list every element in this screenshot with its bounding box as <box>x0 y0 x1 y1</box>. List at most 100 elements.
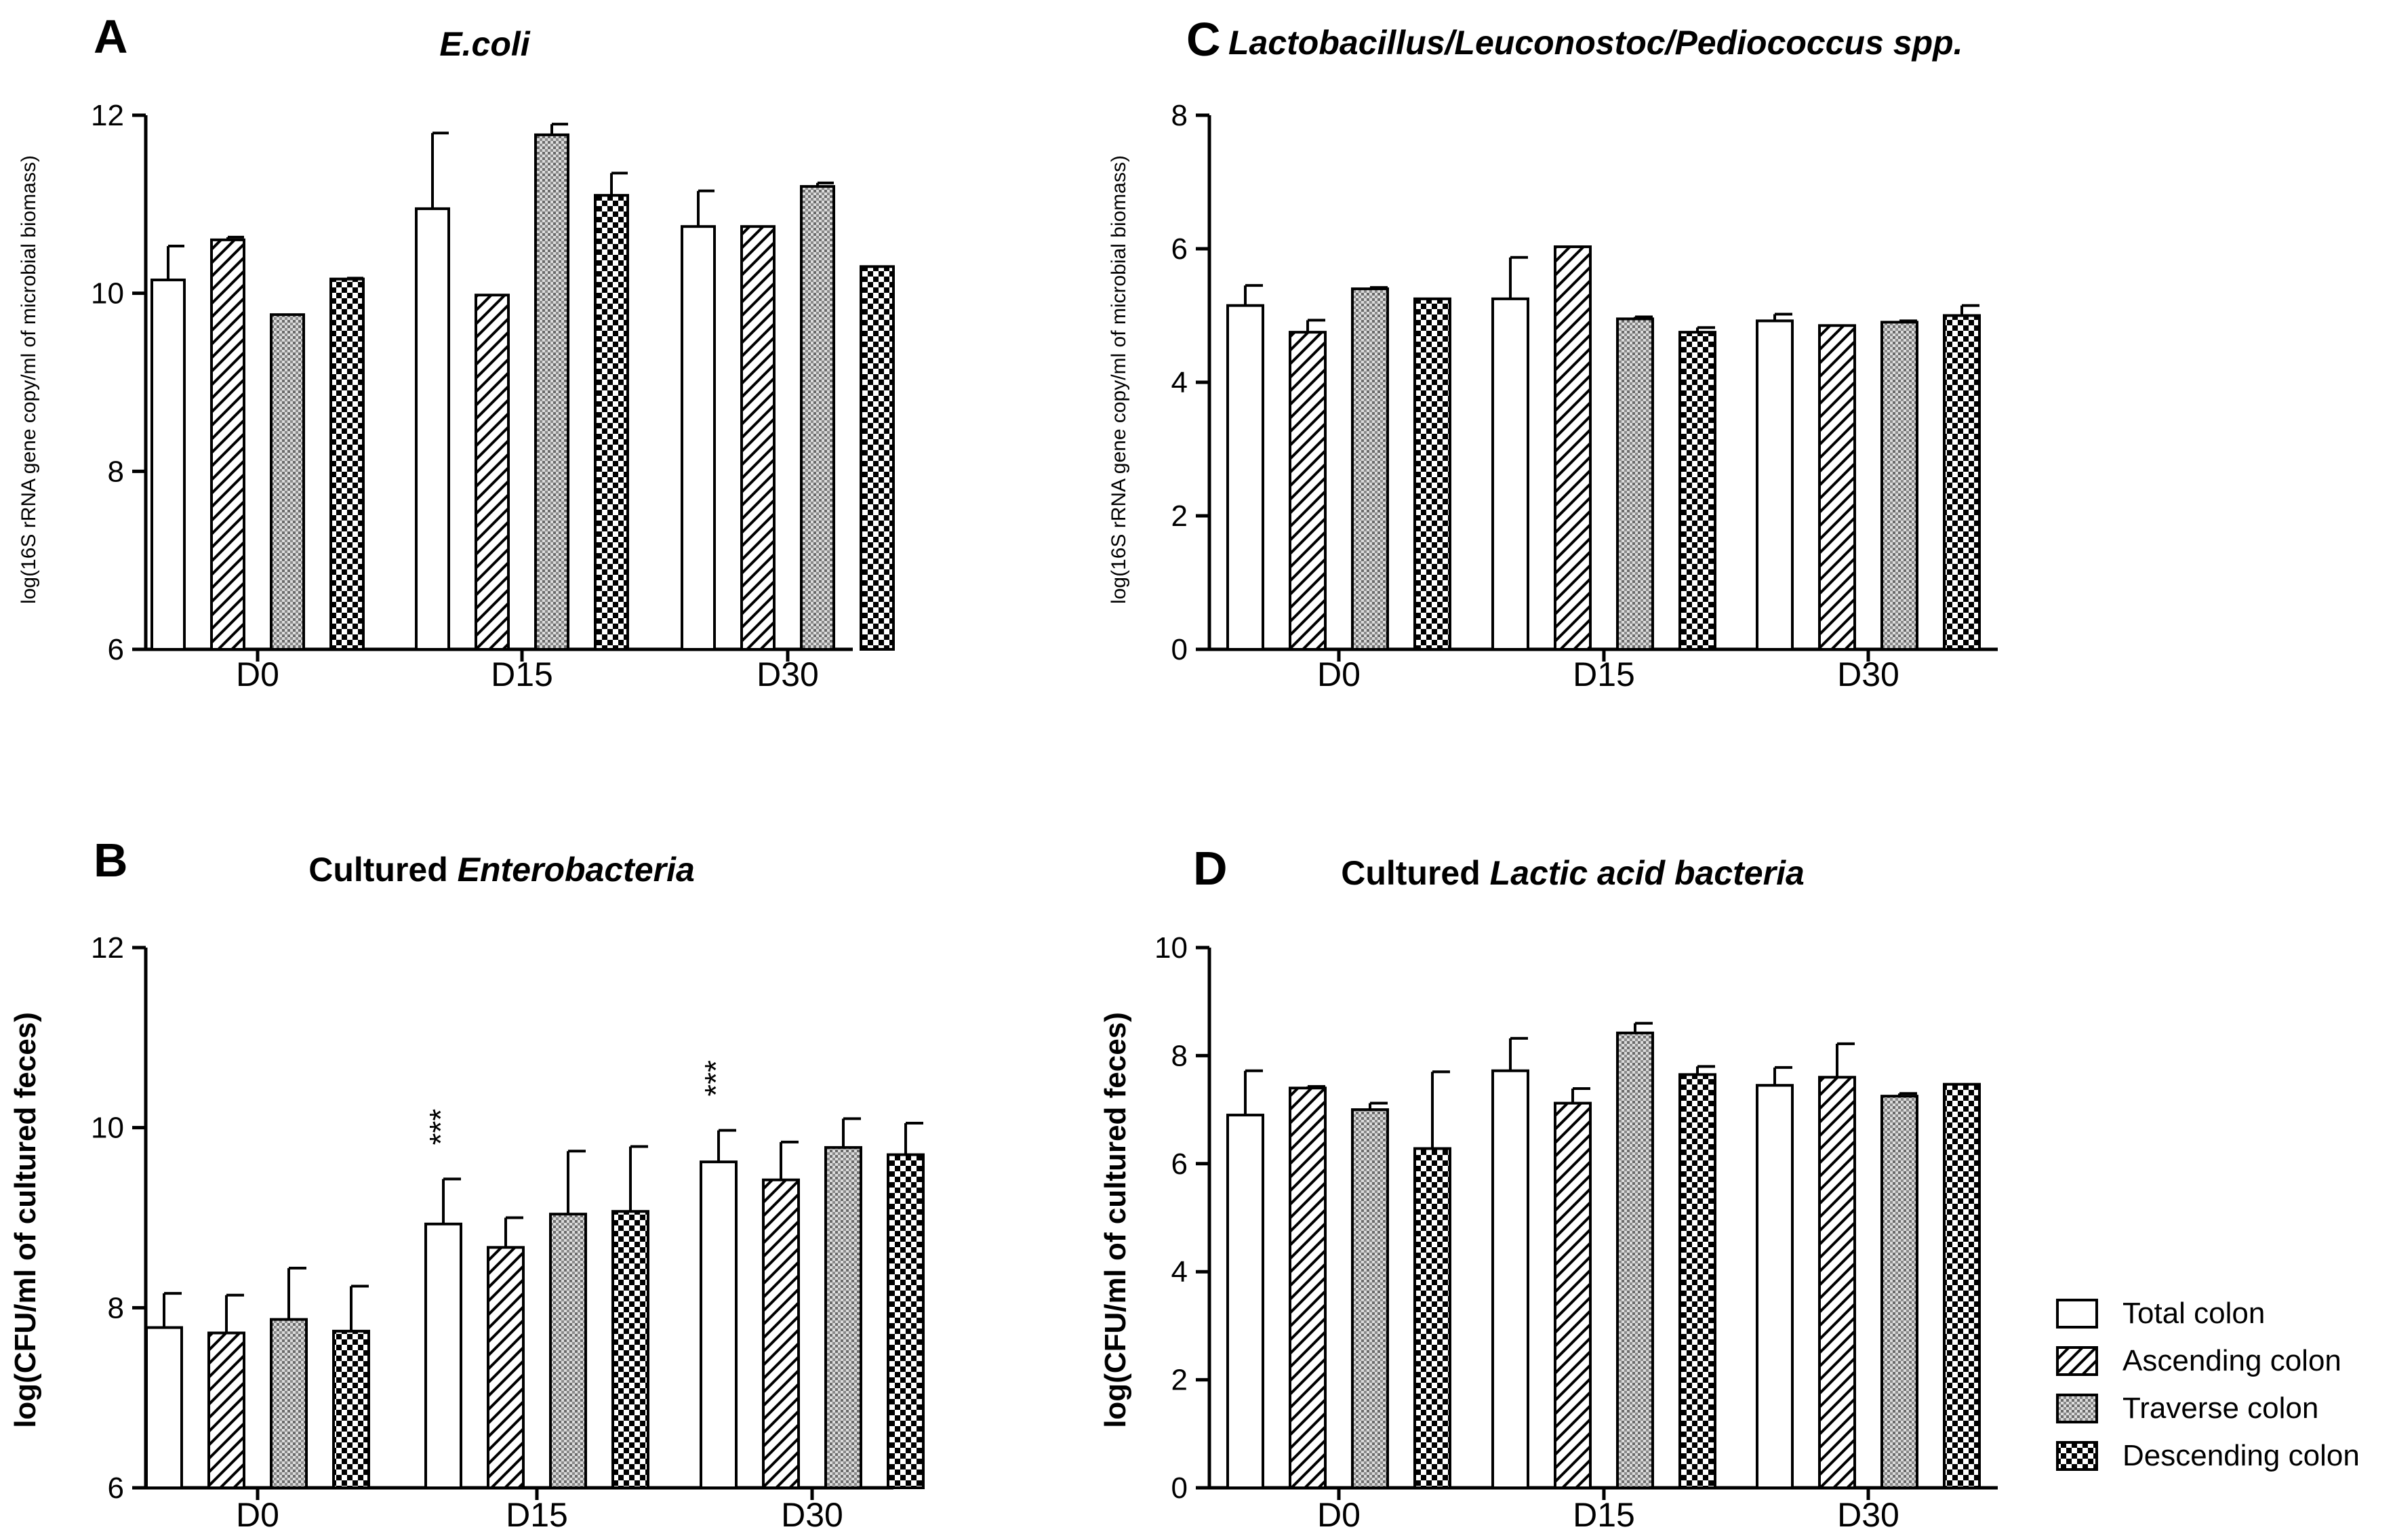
bar-descending-colon <box>332 1329 370 1489</box>
x-tick-label: D0 <box>1317 1496 1361 1534</box>
y-tick-label: 6 <box>108 633 124 666</box>
bar-ascending-colon <box>1554 1101 1592 1489</box>
legend-swatch <box>2056 1394 2098 1423</box>
bar-descending-colon <box>1413 1147 1451 1489</box>
bar-descending-colon <box>887 1153 925 1490</box>
significance-stars: *** <box>423 1109 458 1146</box>
chart-title: Cultured Lactic acid bacteria <box>1341 854 1805 892</box>
y-tick-label: 6 <box>108 1472 124 1505</box>
x-tick-label: D15 <box>1573 655 1635 693</box>
chart-panel-b: B Cultured Enterobacteria log(CFU/ml of cu… <box>9 834 925 1534</box>
x-tick-label: D15 <box>506 1496 568 1534</box>
bar-descending-colon <box>594 194 629 651</box>
x-tick-label: D0 <box>236 655 279 693</box>
x-tick-label: D0 <box>236 1496 279 1534</box>
bar-total-colon <box>424 1222 462 1489</box>
chart-title: E.coli <box>439 25 530 63</box>
x-tick-label: D15 <box>1573 1496 1635 1534</box>
chart-title: Cultured Enterobacteria <box>308 851 695 889</box>
x-tick-label: D15 <box>491 655 553 693</box>
chart-panel-a: A E.coli log(16S rRNA gene copy/ml of micr… <box>18 10 895 693</box>
y-tick-label: 4 <box>1171 1255 1188 1289</box>
bar-ascending-colon <box>1818 324 1856 651</box>
bar-ascending-colon <box>487 1246 525 1489</box>
bar-ascending-colon <box>475 293 510 651</box>
legend-label: Ascending colon <box>2122 1344 2341 1377</box>
legend-label: Descending colon <box>2122 1439 2360 1472</box>
bar-total-colon <box>1226 304 1264 651</box>
bar-total-colon <box>1491 297 1529 651</box>
bar-descending-colon <box>860 265 895 651</box>
bar-ascending-colon <box>207 1331 245 1489</box>
bar-traverse-colon <box>1880 1095 1918 1490</box>
y-axis-label: log(16S rRNA gene copy/ml of microbial b… <box>18 155 40 604</box>
bar-descending-colon <box>329 277 365 651</box>
bar-ascending-colon <box>762 1178 800 1489</box>
y-tick-label: 6 <box>1171 232 1188 266</box>
bar-total-colon <box>145 1326 183 1489</box>
y-tick-label: 8 <box>108 455 124 488</box>
y-tick-label: 10 <box>1154 931 1188 965</box>
bar-ascending-colon <box>210 238 245 651</box>
bar-traverse-colon <box>534 133 569 651</box>
legend-label: Traverse colon <box>2122 1392 2318 1425</box>
panel-letter: C <box>1186 13 1221 66</box>
y-tick-label: 8 <box>1171 1039 1188 1072</box>
bar-total-colon <box>1756 319 1794 651</box>
bar-ascending-colon <box>1554 245 1592 651</box>
y-tick-label: 0 <box>1171 1472 1188 1505</box>
y-tick-label: 10 <box>91 1112 124 1145</box>
bar-total-colon <box>1491 1069 1529 1489</box>
panel-letter: A <box>94 10 128 63</box>
bar-total-colon <box>1756 1084 1794 1489</box>
bar-descending-colon <box>1678 331 1716 651</box>
y-tick-label: 10 <box>91 277 124 310</box>
significance-stars: *** <box>698 1060 733 1097</box>
legend: Total colon Ascending colon Traverse colon… <box>2056 1297 2360 1472</box>
y-tick-label: 0 <box>1171 633 1188 666</box>
bar-traverse-colon <box>824 1146 862 1489</box>
bar-ascending-colon <box>1818 1076 1856 1489</box>
bar-total-colon <box>700 1160 738 1489</box>
x-tick-label: D30 <box>757 655 819 693</box>
bar-descending-colon <box>1943 1082 1981 1489</box>
bar-total-colon <box>150 278 186 651</box>
chart-title: Lactobacillus/Leuconostoc/Pediococcus sp… <box>1228 24 1963 62</box>
bar-traverse-colon <box>1351 1108 1389 1489</box>
legend-swatch <box>2056 1299 2098 1329</box>
y-tick-label: 2 <box>1171 500 1188 533</box>
y-tick-label: 8 <box>1171 99 1188 132</box>
legend-label: Total colon <box>2122 1297 2265 1330</box>
y-tick-label: 8 <box>108 1291 124 1324</box>
y-tick-label: 12 <box>91 99 124 132</box>
x-tick-label: D30 <box>1837 1496 1899 1534</box>
bar-ascending-colon <box>1289 1087 1327 1489</box>
panel-letter: D <box>1193 842 1228 895</box>
bar-ascending-colon <box>1289 331 1327 651</box>
bar-traverse-colon <box>1351 287 1389 651</box>
y-axis-label: log(CFU/ml of cultured feces) <box>1099 1012 1132 1428</box>
bar-descending-colon <box>1943 314 1981 651</box>
bar-total-colon <box>1226 1114 1264 1489</box>
bar-traverse-colon <box>549 1213 587 1489</box>
bar-traverse-colon <box>1880 321 1918 651</box>
y-tick-label: 2 <box>1171 1364 1188 1397</box>
x-tick-label: D30 <box>781 1496 843 1534</box>
x-tick-label: D30 <box>1837 655 1899 693</box>
chart-panel-c: C Lactobacillus/Leuconostoc/Pediococcus s… <box>1108 13 1998 693</box>
bar-descending-colon <box>611 1210 649 1489</box>
bar-descending-colon <box>1678 1073 1716 1490</box>
bar-total-colon <box>681 225 716 651</box>
y-tick-label: 12 <box>91 931 124 965</box>
bar-traverse-colon <box>270 1318 308 1490</box>
panel-letter: B <box>94 834 128 887</box>
bar-total-colon <box>415 207 450 651</box>
legend-swatch <box>2056 1441 2098 1471</box>
y-axis-label: log(CFU/ml of cultured feces) <box>9 1012 42 1428</box>
bar-traverse-colon <box>270 313 305 651</box>
bar-traverse-colon <box>1616 1031 1654 1489</box>
bar-descending-colon <box>1413 297 1451 651</box>
y-axis-label: log(16S rRNA gene copy/ml of microbial b… <box>1108 155 1130 604</box>
chart-panel-d: D Cultured Lactic acid bacteria log(CFU/ml… <box>1099 842 1998 1534</box>
